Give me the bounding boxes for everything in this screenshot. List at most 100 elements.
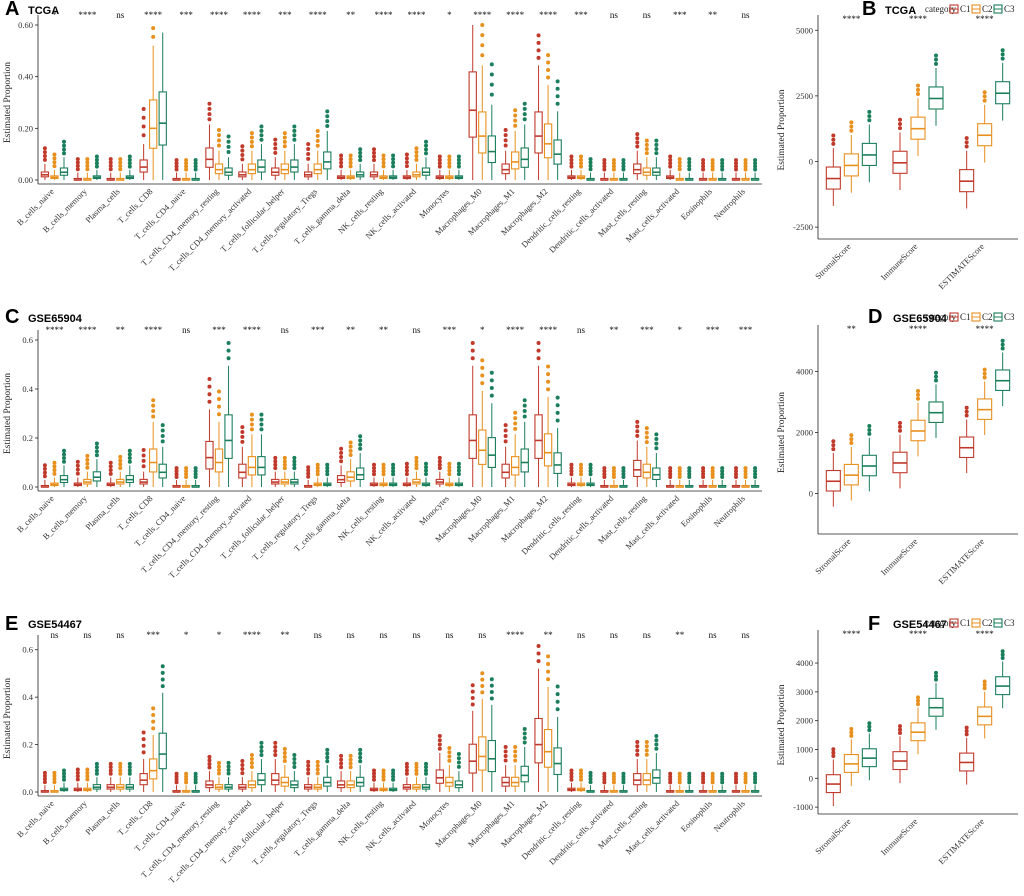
outlier-point [677, 780, 682, 785]
outlier-point [273, 142, 278, 147]
outlier-point [470, 356, 475, 361]
outlier-point [259, 748, 264, 753]
outlier-point [654, 432, 659, 437]
box-iqr [652, 769, 661, 784]
outlier-point [381, 157, 386, 162]
outlier-point [668, 161, 673, 166]
outlier-point [470, 702, 475, 707]
y-tick-label: 0.0 [22, 787, 33, 797]
box-C1 [666, 771, 675, 793]
x-tick-label: Neutrophils [712, 493, 747, 528]
box-C2 [843, 120, 859, 193]
outlier-point [555, 410, 560, 415]
outlier-point [381, 774, 386, 779]
outlier-point [348, 753, 353, 758]
outlier-point [306, 156, 311, 161]
outlier-point [52, 777, 57, 782]
dataset-title: GSE65904 [893, 313, 948, 325]
outlier-point [249, 417, 254, 422]
outlier-point [480, 690, 485, 695]
outlier-point [127, 164, 132, 169]
outlier-point [579, 164, 583, 169]
outlier-point [480, 23, 485, 28]
box-C3 [487, 677, 496, 792]
outlier-point [306, 147, 311, 152]
box-C1 [172, 771, 181, 793]
outlier-point [489, 683, 494, 688]
x-tick-label: T_cells_regulatory_Tregs [250, 493, 319, 562]
outlier-point [849, 730, 854, 735]
outlier-point [734, 472, 739, 477]
box-C2 [843, 433, 859, 501]
outlier-point [108, 163, 113, 168]
outlier-point [569, 472, 574, 477]
outlier-point [536, 33, 541, 38]
box-C2 [181, 158, 191, 181]
box-C2 [910, 695, 926, 755]
box-C1 [106, 157, 115, 181]
outlier-point [108, 468, 113, 473]
box-iqr [247, 456, 257, 476]
outlier-point [94, 761, 99, 766]
box-C2 [412, 455, 421, 487]
outlier-point [348, 164, 353, 169]
outlier-point [273, 740, 278, 745]
outlier-point [644, 430, 649, 435]
outlier-point [734, 164, 739, 169]
significance-label: ns [314, 630, 323, 640]
y-axis-title: Estimated Proportion [3, 373, 13, 454]
box-C3 [928, 370, 944, 439]
outlier-point [644, 435, 649, 440]
outlier-point [720, 164, 725, 169]
significance-label: ns [347, 630, 356, 640]
box-C1 [304, 759, 313, 792]
outlier-point [720, 472, 725, 477]
outlier-point [94, 771, 99, 776]
outlier-point [306, 763, 311, 768]
outlier-point [217, 127, 221, 132]
outlier-point [240, 157, 245, 162]
box-C1 [336, 446, 346, 487]
outlier-point [306, 474, 311, 479]
outlier-point [141, 106, 146, 111]
outlier-point [226, 771, 231, 776]
outlier-point [292, 133, 297, 138]
outlier-point [555, 79, 560, 84]
outlier-point [982, 90, 987, 95]
outlier-point [644, 151, 649, 156]
outlier-point [217, 771, 221, 776]
outlier-point [94, 157, 99, 162]
outlier-point [654, 151, 659, 156]
box-iqr [652, 467, 661, 481]
outlier-point [61, 452, 66, 457]
outlier-point [710, 774, 715, 779]
outlier-point [916, 695, 920, 700]
outlier-point [602, 472, 607, 477]
box-C1 [600, 466, 609, 488]
outlier-point [569, 771, 574, 776]
outlier-point [668, 475, 673, 480]
outlier-point [292, 765, 297, 770]
outlier-point [720, 167, 725, 172]
outlier-point [602, 777, 607, 782]
dataset-title: TCGA [28, 5, 59, 17]
outlier-point [325, 469, 330, 474]
outlier-point [108, 464, 113, 469]
outlier-point [621, 466, 626, 471]
outlier-point [569, 469, 574, 474]
outlier-point [141, 743, 146, 748]
significance-label: *** [443, 325, 457, 335]
outlier-point [447, 754, 452, 759]
outlier-point [503, 133, 508, 138]
outlier-point [240, 771, 245, 776]
outlier-point [720, 158, 725, 163]
box-C3 [750, 158, 760, 181]
significance-label: **** [407, 10, 426, 20]
outlier-point [118, 462, 123, 467]
outlier-point [513, 754, 518, 759]
significance-label: *** [212, 325, 226, 335]
outlier-point [480, 33, 485, 38]
outlier-point [447, 468, 452, 473]
outlier-point [1000, 338, 1005, 343]
significance-label: *** [706, 325, 720, 335]
